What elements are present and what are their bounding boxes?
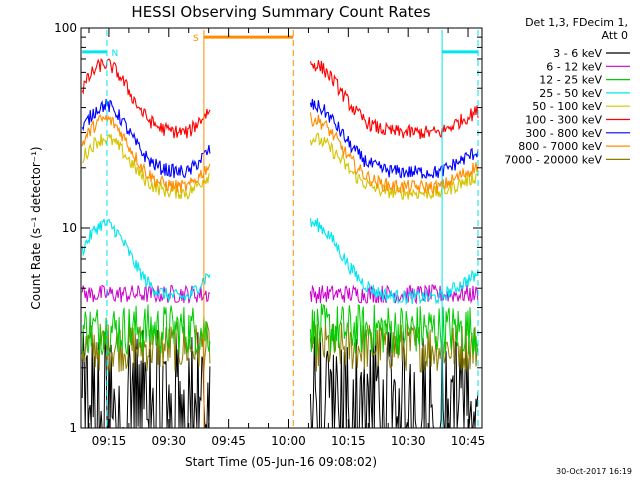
data-layer: [81, 58, 479, 429]
axis-layer: 1 10 100 09:15 09:30 09:45 10:00 10:15 10:30 10:4…: [54, 21, 485, 448]
series-100-300-kev-line: [81, 58, 479, 139]
legend-entry-label: 300 - 800 keV: [525, 127, 602, 140]
x-tick-label: 10:15: [331, 434, 366, 448]
legend-entry-label: 100 - 300 keV: [525, 114, 602, 127]
chart-title: HESSI Observing Summary Count Rates: [131, 3, 430, 21]
series-300-800-kev-line: [81, 98, 479, 179]
legend-entry-label: 50 - 100 keV: [532, 100, 602, 113]
marker-layer: NS: [82, 30, 479, 428]
legend-header: Att 0: [602, 29, 628, 42]
x-tick-label: 09:45: [211, 434, 246, 448]
x-axis-label: Start Time (05-Jun-16 09:08:02): [185, 455, 377, 469]
timestamp: 30-Oct-2017 16:19: [556, 467, 632, 476]
series-800-7000-kev-line: [81, 112, 479, 196]
series-12-25-kev-line: [81, 303, 479, 357]
x-tick-label: 10:00: [271, 434, 306, 448]
legend-entry-label: 6 - 12 keV: [546, 60, 602, 73]
x-tick-label: 09:30: [151, 434, 186, 448]
legend-header: Det 1,3, FDecim 1,: [525, 16, 628, 29]
y-tick-label: 100: [54, 21, 77, 35]
legend-entry-label: 3 - 6 keV: [553, 47, 602, 60]
annotation-label: S: [193, 34, 199, 44]
legend-entry-label: 800 - 7000 keV: [518, 140, 602, 153]
y-tick-label: 10: [62, 221, 77, 235]
legend-entry-label: 12 - 25 keV: [539, 74, 602, 87]
series-25-50-kev-line: [81, 218, 479, 306]
legend-entry-label: 25 - 50 keV: [539, 87, 602, 100]
legend-entry-label: 7000 - 20000 keV: [504, 153, 602, 166]
y-tick-label: 1: [69, 421, 77, 435]
x-tick-label: 10:45: [451, 434, 486, 448]
annotation-label: N: [112, 49, 119, 59]
x-tick-label: 09:15: [92, 434, 127, 448]
y-axis-label: Count Rate (s⁻¹ detector⁻¹): [29, 146, 43, 309]
x-tick-label: 10:30: [391, 434, 426, 448]
